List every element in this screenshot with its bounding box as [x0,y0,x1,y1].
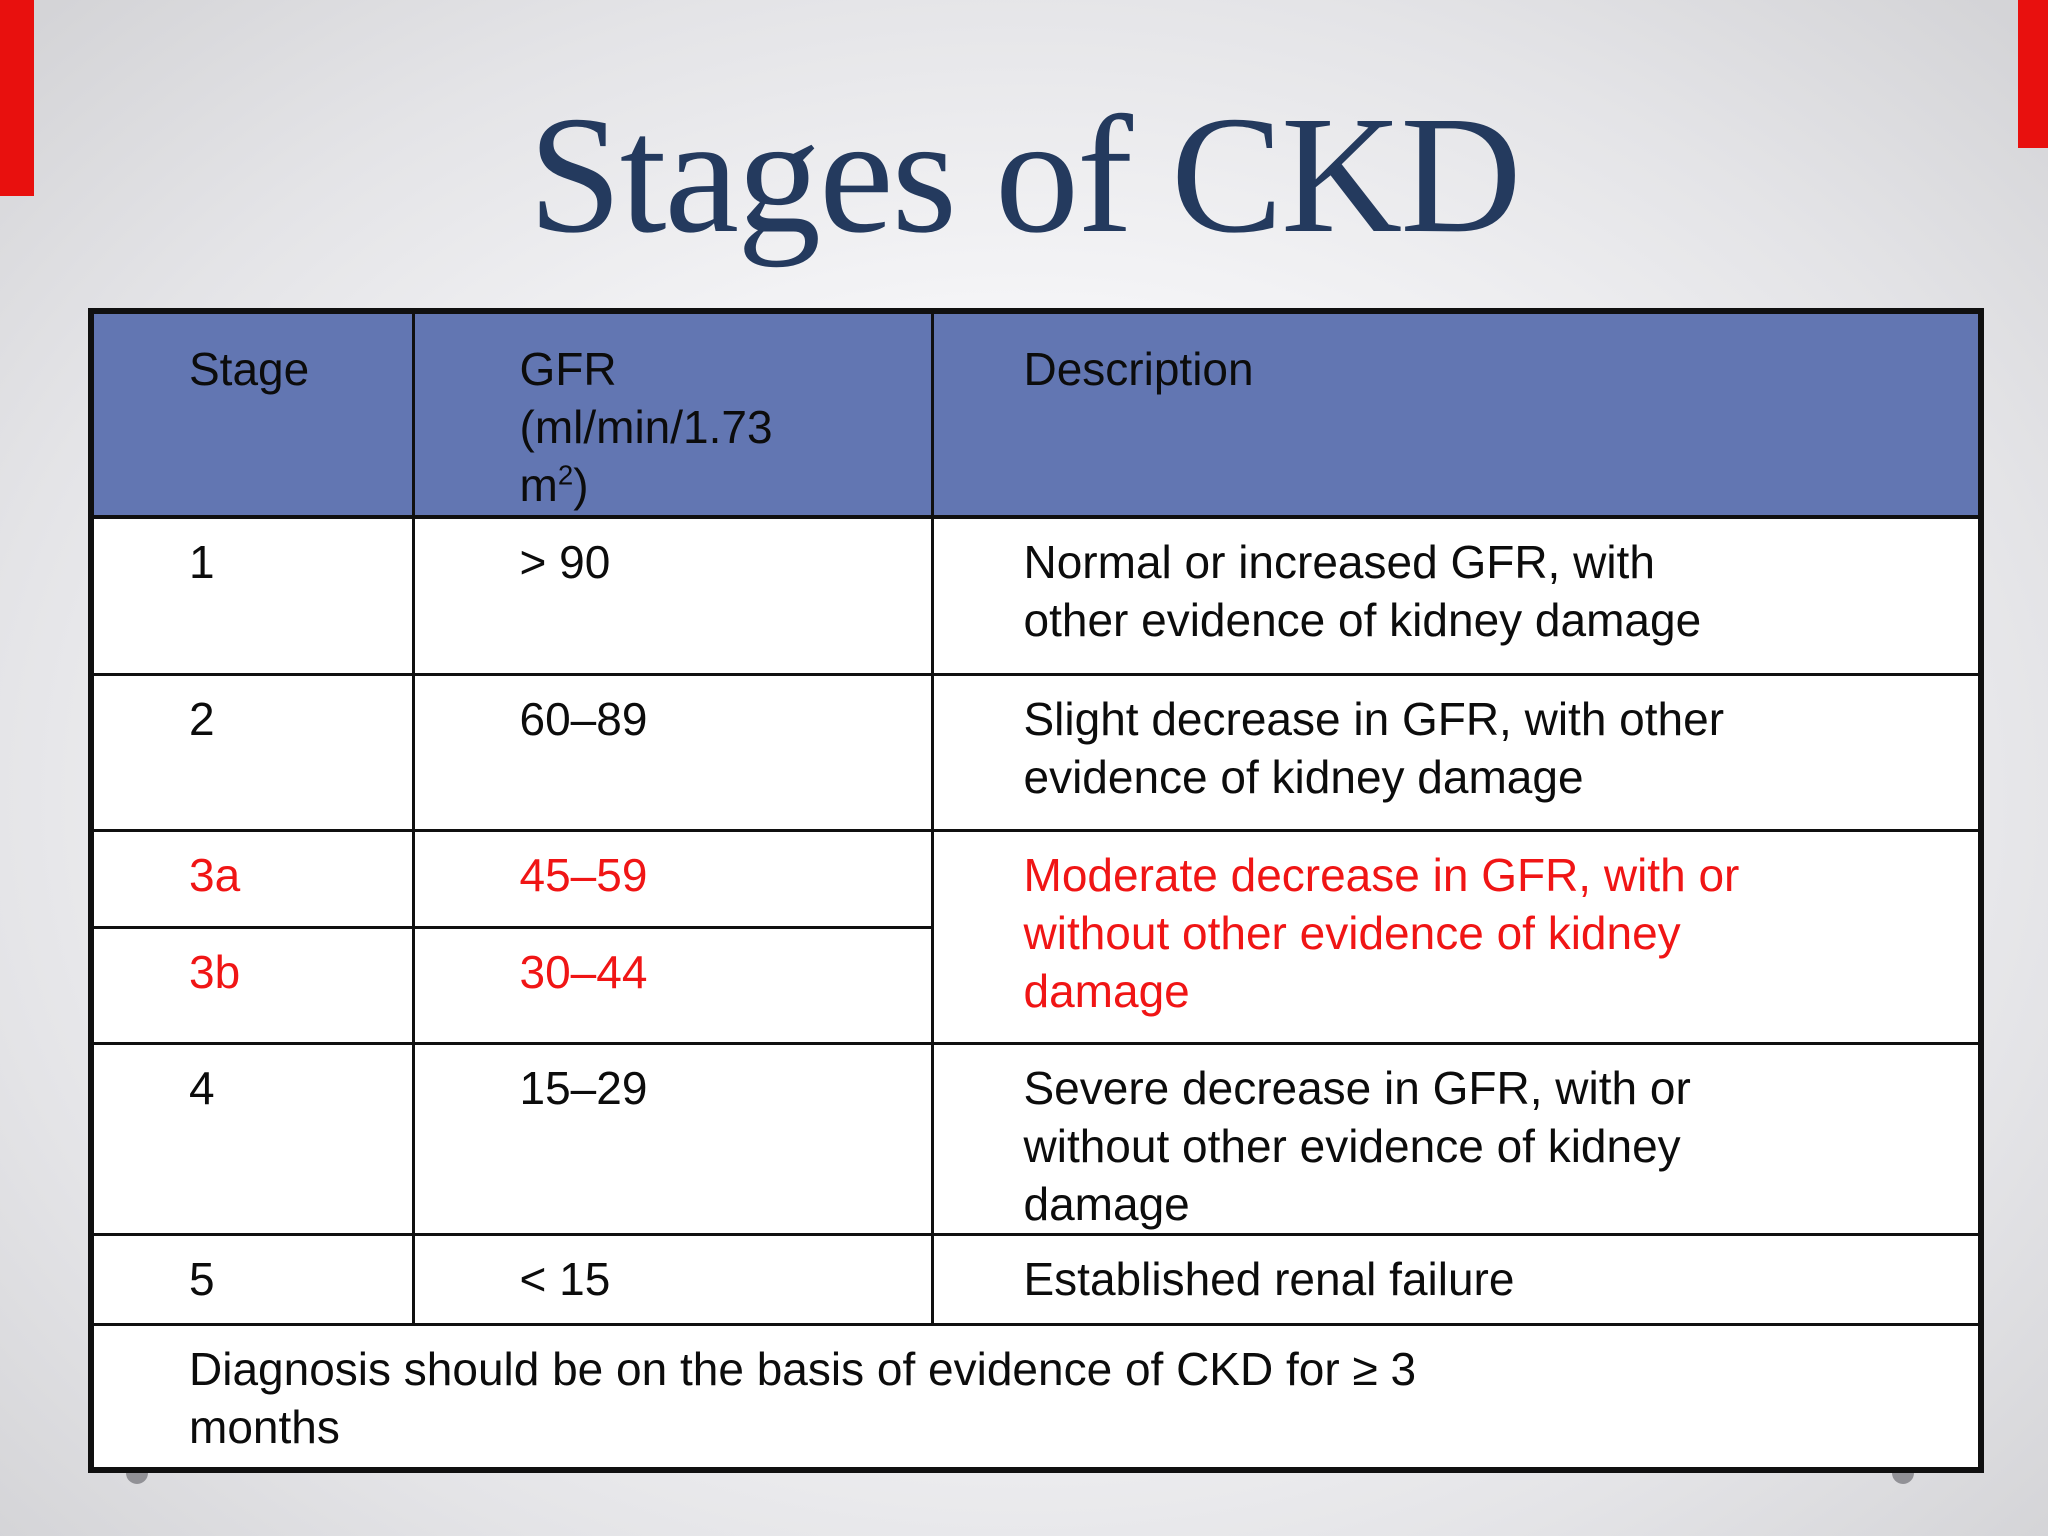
description-cell-1: Normal or increased GFR, with other evid… [930,515,1983,676]
footnote-cell: Diagnosis should be on the basis of evid… [89,1322,1983,1472]
gfr-cell-3a: 45–59 [411,828,934,929]
gfr-cell-2: 60–89 [411,672,934,832]
gfr-cell-3b: 30–44 [411,925,934,1045]
slide-title: Stages of CKD [528,82,1521,268]
stage-cell-5: 5 [89,1232,415,1326]
table-row-stage-4: 4 15–29 Severe decrease in GFR, with or … [89,1041,1983,1236]
table-row-stage-3b: 3b 30–44 [89,925,1981,1045]
gfr-cell-5: < 15 [411,1232,934,1326]
header-gfr-line1: GFR [519,343,617,395]
table-row-stage-5: 5 < 15 Established renal failure [89,1232,1983,1326]
description-cell-4: Severe decrease in GFR, with or without … [930,1041,1983,1236]
header-stage: Stage [89,309,415,519]
gfr-cell-4: 15–29 [411,1041,934,1236]
table-row-stage-1: 1 > 90 Normal or increased GFR, with oth… [89,515,1983,676]
table-row-stage-2: 2 60–89 Slight decrease in GFR, with oth… [89,672,1983,832]
stage-cell-3b: 3b [89,925,415,1045]
stage-cell-3a: 3a [89,828,415,929]
gfr-cell-1: > 90 [411,515,934,676]
header-row: Stage GFR (ml/min/1.73 m2) Description [89,309,1983,519]
stage-cell-4: 4 [89,1041,415,1236]
header-gfr: GFR (ml/min/1.73 m2) [411,309,934,519]
header-gfr-line2: (ml/min/1.73 [519,401,773,453]
header-description: Description [930,309,1983,519]
description-cell-3: Moderate decrease in GFR, with or withou… [930,828,1983,1045]
stage-cell-2: 2 [89,672,415,832]
table-row-stage-3a: 3a 45–59 Moderate decrease in GFR, with … [89,828,1983,1045]
red-corner-mark-right [2018,0,2048,148]
header-gfr-line3: m2) [519,459,589,511]
red-corner-mark-left [0,0,34,196]
stage-cell-1: 1 [89,515,415,676]
superscript-2: 2 [557,459,574,491]
ckd-stages-table: Stage GFR (ml/min/1.73 m2) Description 1… [88,308,1984,1473]
table-footnote-row: Diagnosis should be on the basis of evid… [89,1322,1983,1472]
description-cell-5: Established renal failure [930,1232,1983,1326]
description-cell-2: Slight decrease in GFR, with other evide… [930,672,1983,832]
